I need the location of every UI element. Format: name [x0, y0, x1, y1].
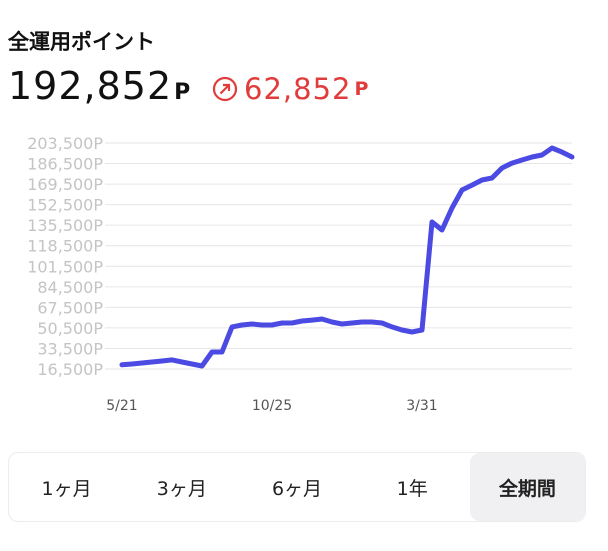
y-tick-label: 33,500P — [37, 339, 103, 358]
x-tick-label: 3/31 — [406, 398, 437, 414]
period-tab[interactable]: 1年 — [396, 477, 428, 500]
total: 192,852P — [8, 64, 191, 108]
change-value: 62,852 — [244, 72, 352, 106]
x-tick-label: 10/25 — [252, 398, 292, 414]
y-tick-label: 203,500P — [27, 134, 103, 153]
line — [119, 145, 575, 369]
period-tab[interactable]: 6ヶ月 — [271, 477, 323, 500]
total-value: 192,852 — [8, 64, 173, 108]
y-tick-label: 84,500P — [37, 278, 103, 297]
y-tick-label: 16,500P — [37, 360, 103, 379]
y-tick-label: 152,500P — [27, 196, 103, 215]
period-tab[interactable]: 3ヶ月 — [156, 477, 207, 500]
change: 62,852 P — [212, 72, 369, 106]
up-icon — [212, 76, 238, 102]
period-tab[interactable]: 全期間 — [469, 453, 585, 521]
y-tick-label: 50,500P — [37, 319, 103, 338]
x-tick-label: 5/21 — [106, 398, 137, 414]
period-tab[interactable]: 1ヶ月 — [41, 477, 92, 500]
y-tick-label: 101,500P — [27, 257, 103, 276]
y-tick-label: 169,500P — [27, 175, 103, 194]
change-unit: P — [354, 78, 370, 100]
y-tick-label: 186,500P — [27, 155, 103, 174]
y-tick-label: 135,500P — [27, 216, 103, 235]
period-tabs: 1ヶ月 3ヶ月 6ヶ月 1年 全期間 — [8, 452, 586, 522]
y-tick-label: 118,500P — [27, 237, 103, 256]
title: 全運用ポイント — [8, 30, 155, 54]
total-unit: P — [174, 80, 192, 105]
y-tick-label: 67,500P — [37, 298, 103, 317]
